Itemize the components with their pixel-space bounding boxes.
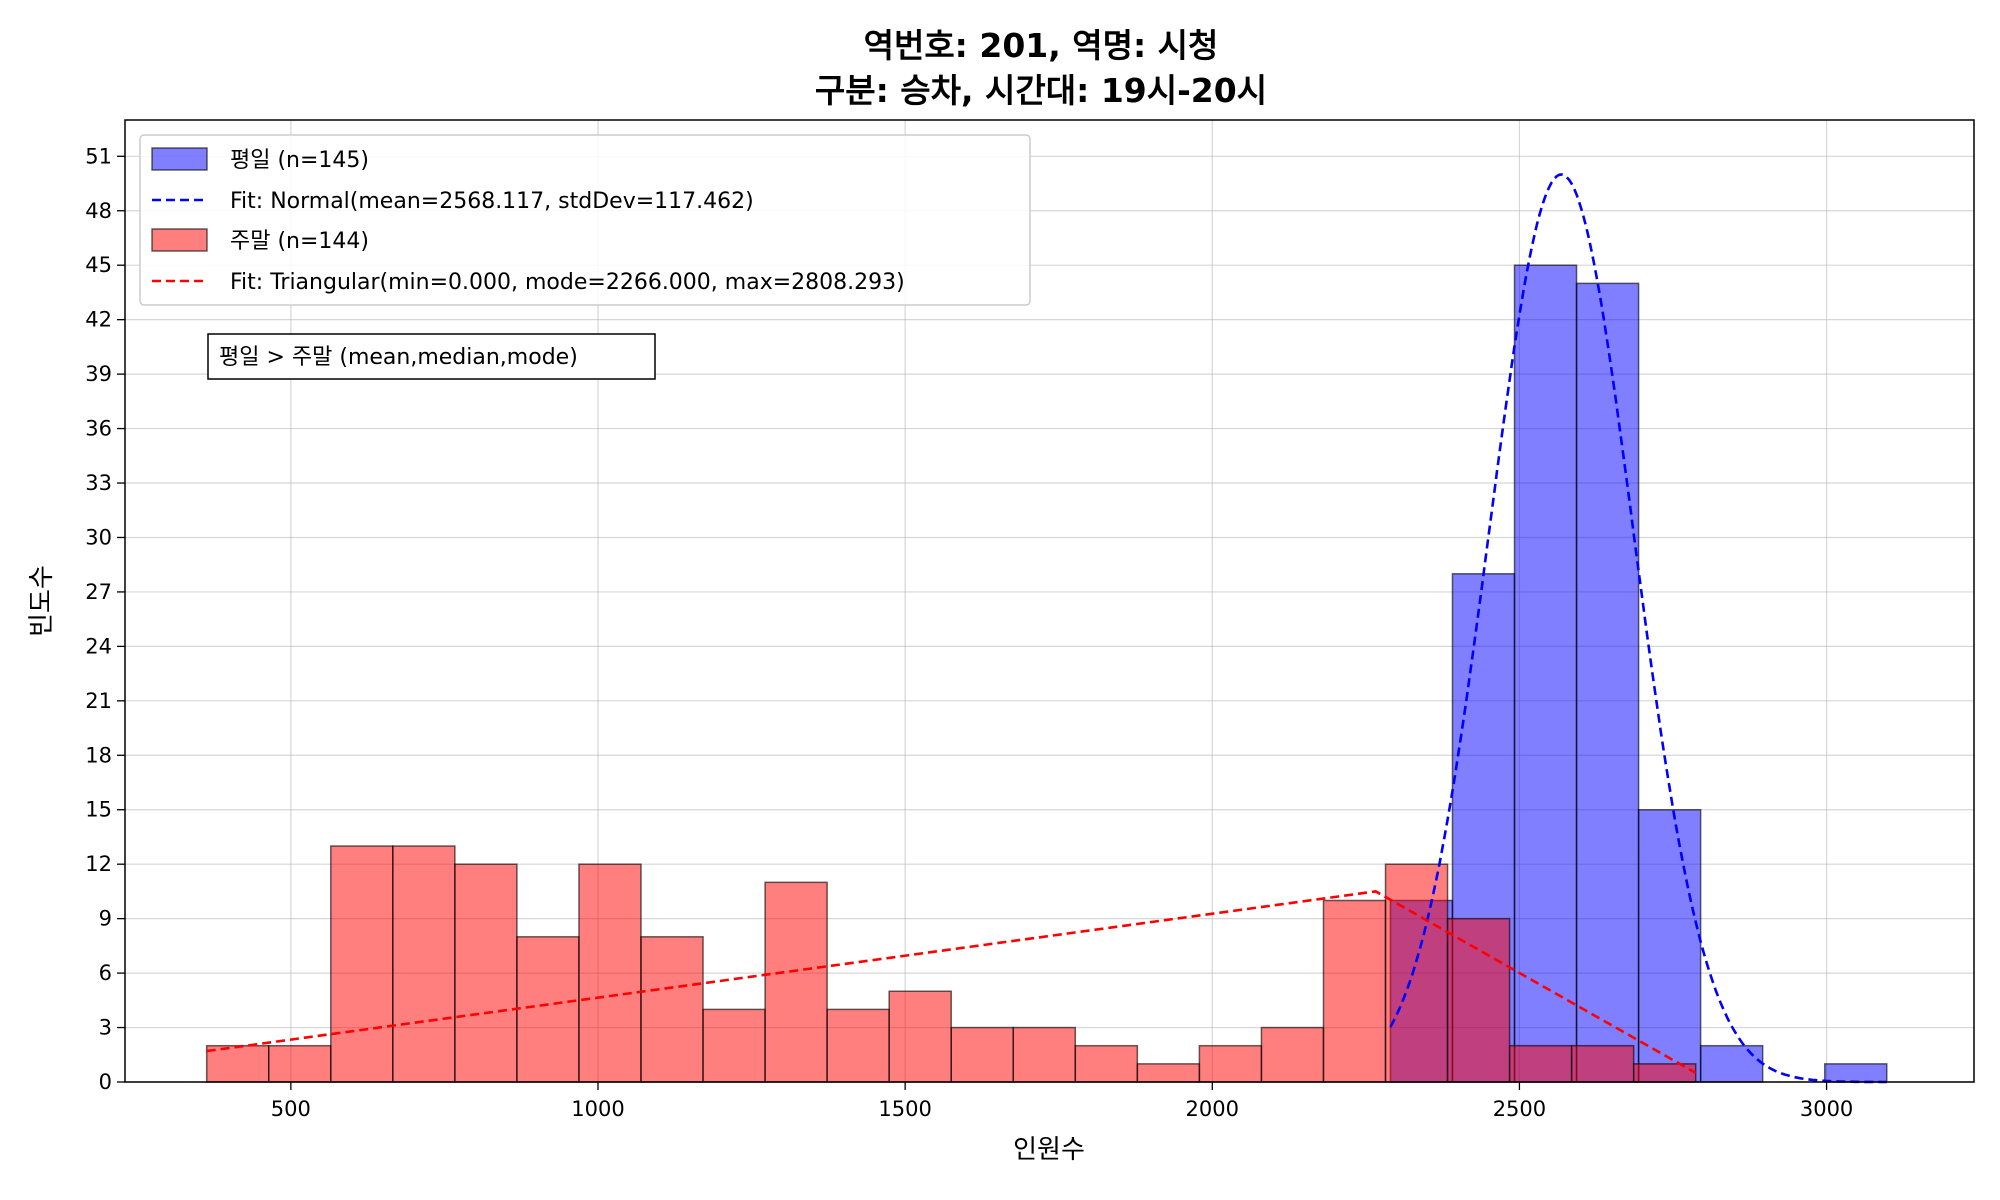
histogram-bar xyxy=(1322,899,1387,1083)
y-tick-label: 33 xyxy=(85,471,112,495)
legend-box xyxy=(139,134,1031,306)
legend-swatch-weekend xyxy=(151,228,208,252)
x-tick-label: 3000 xyxy=(1800,1097,1853,1121)
fit-curves xyxy=(206,173,1887,1084)
histogram-bar xyxy=(267,1044,332,1083)
y-tick-label: 3 xyxy=(99,1016,112,1040)
legend-label-triangular-fit: Fit: Triangular(min=0.000, mode=2266.000… xyxy=(230,270,905,295)
y-tick-label: 30 xyxy=(85,525,112,549)
histogram-bar xyxy=(1446,917,1511,1083)
y-tick-label: 42 xyxy=(85,308,112,332)
legend-swatch-weekday xyxy=(151,147,208,171)
legend-label-weekend: 주말 (n=144) xyxy=(230,229,369,254)
annotation: 평일 > 주말 (mean,median,mode) xyxy=(207,333,656,380)
legend-label-weekday: 평일 (n=145) xyxy=(230,148,369,173)
histogram-bar xyxy=(1637,808,1702,1083)
y-tick-label: 12 xyxy=(85,852,112,876)
histogram-bar xyxy=(950,1026,1015,1083)
histogram-bar xyxy=(1508,1044,1573,1083)
x-tick-label: 2000 xyxy=(1186,1097,1239,1121)
y-tick-label: 24 xyxy=(85,634,112,658)
histogram-bar xyxy=(1136,1063,1201,1083)
histogram-bar xyxy=(640,936,704,1083)
histogram-bar xyxy=(1198,1044,1263,1083)
histogram-bar xyxy=(392,845,456,1083)
plot-frame xyxy=(124,119,1975,1083)
histogram-bar xyxy=(888,990,952,1083)
y-tick-label: 39 xyxy=(85,362,112,386)
annotation-box xyxy=(207,333,656,380)
histogram-bar xyxy=(1632,1063,1697,1083)
weekend-bars xyxy=(205,845,1697,1083)
histogram-bar xyxy=(1384,863,1449,1083)
histogram-bar xyxy=(1699,1044,1764,1083)
histogram-bar xyxy=(1012,1026,1077,1083)
histogram-bar xyxy=(1260,1026,1325,1083)
chart-title-line2: 구분: 승차, 시간대: 19시-20시 xyxy=(815,71,1267,110)
histogram-bar xyxy=(205,1044,270,1083)
y-tick-label: 21 xyxy=(85,689,112,713)
normal-fit-line xyxy=(1389,173,1887,1084)
histogram-bar xyxy=(826,1008,890,1083)
y-tick-label: 6 xyxy=(99,961,112,985)
y-tick-label: 9 xyxy=(99,907,112,931)
histogram-bar xyxy=(764,881,828,1083)
histogram-bar xyxy=(1074,1044,1139,1083)
chart-title-line1: 역번호: 201, 역명: 시청 xyxy=(864,26,1219,65)
histogram-bars xyxy=(205,264,1888,1083)
y-tick-label: 48 xyxy=(85,199,112,223)
triangular-fit-line xyxy=(206,890,1697,1075)
histogram-bar xyxy=(330,845,394,1083)
histogram-bar xyxy=(1823,1063,1888,1083)
x-tick-label: 1500 xyxy=(878,1097,931,1121)
x-axis-label: 인원수 xyxy=(1013,1135,1085,1165)
annotation-text: 평일 > 주말 (mean,median,mode) xyxy=(219,345,578,370)
y-tick-label: 0 xyxy=(99,1070,112,1094)
y-tick-label: 18 xyxy=(85,743,112,767)
legend-label-normal-fit: Fit: Normal(mean=2568.117, stdDev=117.46… xyxy=(230,189,754,214)
x-tick-label: 2500 xyxy=(1493,1097,1546,1121)
x-tick-label: 1000 xyxy=(571,1097,624,1121)
histogram-bar xyxy=(454,863,518,1083)
y-tick-label: 27 xyxy=(85,580,112,604)
legend: 평일 (n=145) Fit: Normal(mean=2568.117, st… xyxy=(139,134,1031,306)
histogram-bar xyxy=(1570,1044,1635,1083)
histogram-bar xyxy=(1575,282,1640,1083)
histogram-bar xyxy=(516,936,580,1083)
y-axis-label: 빈도수 xyxy=(27,565,57,637)
x-axis-ticks: 500 1000 1500 2000 2500 3000 xyxy=(271,1082,1853,1121)
y-tick-label: 45 xyxy=(85,253,112,277)
histogram-bar xyxy=(578,863,642,1083)
y-tick-label: 51 xyxy=(85,144,112,168)
histogram-bar xyxy=(702,1008,766,1083)
x-tick-label: 500 xyxy=(271,1097,311,1121)
histogram-bar xyxy=(1513,264,1578,1083)
y-tick-label: 15 xyxy=(85,798,112,822)
y-tick-label: 36 xyxy=(85,417,112,441)
